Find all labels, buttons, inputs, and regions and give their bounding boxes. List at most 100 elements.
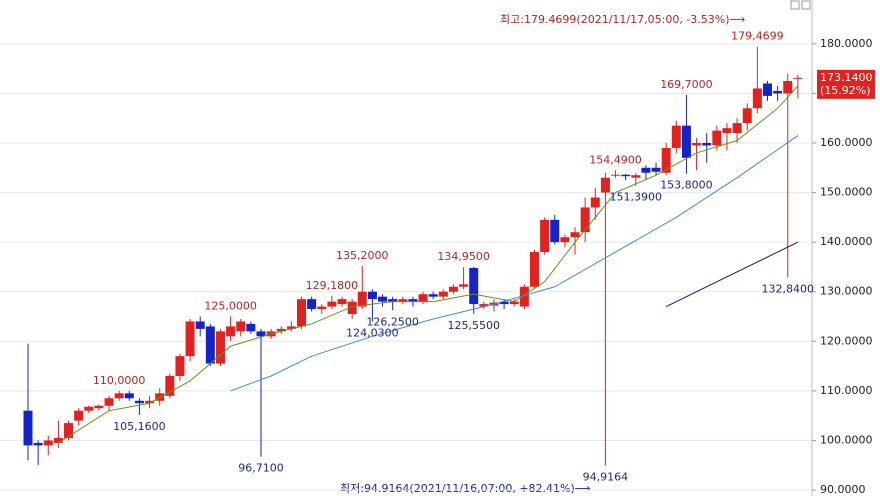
candle-body: [631, 175, 641, 178]
candle-body: [317, 306, 327, 310]
candle-body: [459, 284, 469, 287]
candle-body: [752, 88, 762, 109]
candle-body: [499, 301, 509, 305]
moving-average: [230, 135, 799, 392]
candle-body: [256, 331, 266, 337]
candle-body: [621, 174, 631, 177]
price-annotation: 132,8400: [762, 283, 815, 296]
candle-body: [23, 410, 33, 446]
candle-body: [43, 440, 53, 446]
candle-body: [641, 167, 651, 173]
candle-body: [570, 232, 580, 238]
candle-body: [337, 299, 347, 305]
candle-body: [692, 142, 702, 146]
y-tick-label: 110.0000: [820, 384, 873, 397]
window-button[interactable]: [790, 0, 800, 10]
candle-body: [783, 81, 793, 94]
candle-body: [681, 125, 691, 158]
candle-body: [479, 304, 489, 307]
candle-body: [155, 393, 165, 401]
candle-body: [226, 326, 236, 337]
candle-body: [145, 400, 155, 404]
y-tick-label: 130.0000: [820, 285, 873, 298]
candle-body: [509, 301, 519, 305]
price-annotation: 153,8000: [660, 179, 713, 192]
candle-body: [773, 90, 783, 94]
y-tick-label: 100.0000: [820, 433, 873, 446]
window-button[interactable]: [801, 0, 811, 10]
candle-body: [580, 207, 590, 233]
y-tick-label: 140.0000: [820, 235, 873, 248]
candle-body: [246, 323, 256, 332]
candle-body: [388, 299, 398, 302]
candle-body: [276, 328, 286, 332]
candle-body: [165, 375, 175, 396]
candle-body: [712, 130, 722, 146]
candle-body: [185, 321, 195, 357]
candle-body: [33, 442, 43, 446]
price-annotation: 134,9500: [437, 250, 490, 263]
candle-body: [651, 167, 661, 172]
candle-body: [114, 393, 124, 399]
candle-body: [94, 405, 104, 409]
price-annotation: 151,3900: [610, 191, 663, 204]
candle-body: [205, 326, 215, 364]
candle-body: [448, 286, 458, 292]
candle-body: [297, 299, 307, 327]
y-tick-label: 180.0000: [820, 37, 873, 50]
price-annotation: 126,2500: [366, 315, 419, 328]
candle-body: [286, 326, 296, 329]
candle-body: [540, 219, 550, 253]
candle-body: [398, 299, 408, 302]
candle-body: [722, 128, 732, 134]
candle-body: [590, 197, 600, 208]
last-change: (15.92%): [820, 84, 871, 97]
candle-body: [195, 321, 205, 329]
candle-body: [327, 301, 337, 307]
price-annotation: 169,7000: [660, 78, 713, 91]
candle-body: [732, 123, 742, 134]
candle-body: [124, 393, 134, 399]
candle-body: [519, 286, 529, 307]
price-annotation: 129,1800: [306, 279, 359, 292]
y-tick-label: 90.0000: [820, 483, 866, 496]
candle-body: [347, 301, 357, 315]
last-price-box: [817, 69, 875, 99]
price-annotation: 110,0000: [93, 374, 146, 387]
candle-body: [215, 331, 225, 364]
candle-body: [378, 296, 388, 302]
candle-body: [428, 294, 438, 297]
low-note: 최저:94.9164(2021/11/16,07:00, +82.41%)⟶: [340, 482, 591, 495]
price-annotation: 94,9164: [583, 471, 629, 484]
high-note: 최고:179.4699(2021/11/17,05:00, -3.53%)⟶: [500, 13, 746, 26]
price-annotation: 179,4699: [731, 29, 784, 42]
candle-body: [742, 108, 752, 124]
y-tick-label: 160.0000: [820, 136, 873, 149]
candle-body: [671, 125, 681, 148]
moving-average: [665, 241, 799, 308]
price-annotation: 154,4900: [589, 153, 642, 166]
price-annotation: 125,0000: [204, 299, 257, 312]
candle-body: [53, 437, 63, 443]
moving-average: [58, 85, 799, 444]
candle-body: [74, 410, 84, 421]
price-annotation: 125,5500: [447, 319, 500, 332]
candle-body: [438, 291, 448, 297]
candle-body: [236, 321, 246, 332]
candle-body: [418, 294, 428, 302]
candle-body: [550, 219, 560, 243]
candle-body: [64, 423, 74, 438]
candle-body: [134, 400, 144, 404]
candle-body: [84, 406, 94, 411]
candle-body: [661, 147, 671, 173]
price-annotation: 135,2000: [336, 249, 389, 262]
candle-body: [357, 291, 367, 307]
candle-body: [793, 77, 803, 79]
price-annotation: 124,0300: [346, 326, 399, 339]
candle-body: [560, 237, 570, 243]
candle-body: [611, 174, 621, 176]
candle-body: [307, 299, 317, 310]
price-annotation: 105,1600: [113, 420, 166, 433]
